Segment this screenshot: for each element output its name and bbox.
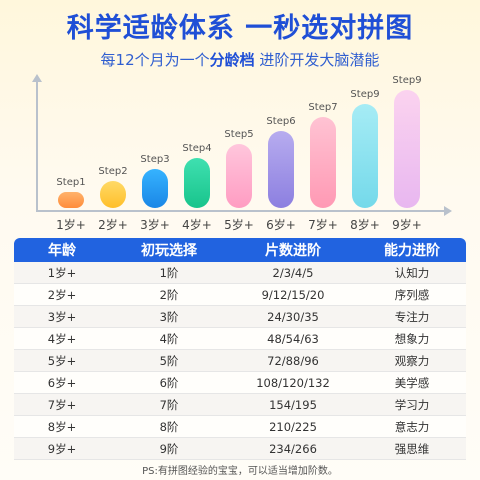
cell-age: 5岁+ [47, 353, 77, 368]
cell-piece-count: 9/12/15/20 [261, 287, 325, 302]
cell-ability: 学习力 [394, 397, 430, 412]
table-row: 3岁+ 3阶 24/30/35 专注力 [14, 306, 466, 328]
chart-y-axis [32, 74, 42, 212]
cell-ability: 序列感 [394, 287, 430, 302]
cell-first-choice: 2阶 [159, 287, 179, 302]
cell-age: 9岁+ [47, 441, 77, 456]
cell-first-choice: 1阶 [159, 265, 179, 280]
step-bar [184, 157, 210, 208]
cell-first-choice: 9阶 [159, 441, 179, 456]
age-axis-label: 6岁+ [266, 218, 296, 232]
cell-age: 3岁+ [47, 309, 77, 324]
age-axis-label: 5岁+ [224, 218, 254, 232]
footer-note: PS:有拼图经验的宝宝，可以适当增加阶数。 [142, 466, 338, 477]
header-first-choice: 初玩选择 [141, 243, 197, 259]
cell-age: 6岁+ [47, 375, 77, 390]
header-age: 年龄 [48, 243, 76, 259]
subtitle-prefix: 每12个月为一个 [100, 51, 210, 69]
cell-ability: 认知力 [394, 265, 430, 280]
table-row: 5岁+ 5阶 72/88/96 观察力 [14, 350, 466, 372]
cell-ability: 意志力 [394, 419, 430, 434]
step-label: Step4 [182, 142, 212, 154]
cell-piece-count: 2/3/4/5 [272, 265, 314, 280]
step-bar [226, 144, 252, 208]
cell-piece-count: 48/54/63 [267, 331, 319, 346]
table-row: 2岁+ 2阶 9/12/15/20 序列感 [14, 284, 466, 306]
cell-piece-count: 234/266 [269, 441, 317, 456]
table-row: 4岁+ 4阶 48/54/63 想象力 [14, 328, 466, 350]
table-row: 6岁+ 6阶 108/120/132 美学感 [14, 372, 466, 394]
cell-first-choice: 6阶 [159, 375, 179, 390]
cell-age: 4岁+ [47, 331, 77, 346]
cell-age: 2岁+ [47, 287, 77, 302]
cell-first-choice: 7阶 [159, 397, 179, 412]
page-subtitle: 每12个月为一个分龄档 进阶开发大脑潜能 [0, 49, 480, 70]
cell-age: 7岁+ [47, 397, 77, 412]
step-bar [394, 90, 420, 208]
cell-age: 1岁+ [47, 265, 77, 280]
cell-first-choice: 3阶 [159, 309, 179, 324]
age-axis-label: 2岁+ [98, 218, 128, 232]
cell-piece-count: 72/88/96 [267, 353, 319, 368]
step-label: Step9 [392, 75, 422, 86]
age-axis-label: 1岁+ [56, 218, 86, 232]
step-label: Step9 [350, 88, 380, 100]
step-label: Step2 [98, 165, 128, 177]
cell-first-choice: 5阶 [159, 353, 179, 368]
table-row: 7岁+ 7阶 154/195 学习力 [14, 394, 466, 416]
cell-ability: 专注力 [394, 309, 430, 324]
cell-first-choice: 4阶 [159, 331, 179, 346]
cell-first-choice: 8阶 [159, 419, 179, 434]
cell-ability: 美学感 [394, 375, 430, 390]
age-axis-label: 4岁+ [182, 218, 212, 232]
cell-ability: 观察力 [394, 353, 430, 368]
cell-piece-count: 154/195 [269, 397, 317, 412]
step-bar [100, 180, 126, 208]
header-ability: 能力进阶 [384, 243, 440, 259]
header-piece-count: 片数进阶 [265, 243, 321, 259]
age-table: 1岁+ 1阶 2/3/4/5 认知力 2岁+ 2阶 9/12/15/20 序列感 3岁+ 3阶 24… [14, 262, 466, 460]
table-row: 8岁+ 8阶 210/225 意志力 [14, 416, 466, 438]
age-axis-label: 3岁+ [140, 218, 170, 232]
age-axis-label: 8岁+ [350, 218, 380, 232]
step-bar [352, 103, 378, 208]
step-label: Step3 [140, 154, 170, 165]
cell-age: 8岁+ [47, 419, 77, 434]
table-header: 年龄 初玩选择 片数进阶 能力进阶 [14, 238, 466, 262]
page-title: 科学适龄体系 一秒选对拼图 [66, 13, 414, 44]
step-label: Step6 [266, 115, 296, 127]
step-label: Step1 [56, 177, 86, 188]
step-label: Step7 [308, 102, 338, 113]
step-bar [310, 117, 336, 208]
age-axis-label: 7岁+ [308, 218, 338, 232]
subtitle-suffix: 进阶开发大脑潜能 [254, 51, 380, 69]
cell-ability: 强思维 [394, 441, 430, 456]
subtitle-highlight: 分龄档 [209, 51, 255, 69]
step-bar [268, 130, 294, 208]
table-row: 9岁+ 9阶 234/266 强思维 [14, 438, 466, 460]
step-bar [58, 192, 84, 208]
age-axis-label: 9岁+ [392, 218, 422, 232]
cell-ability: 想象力 [394, 331, 430, 346]
cell-piece-count: 24/30/35 [267, 309, 319, 324]
table-row: 1岁+ 1阶 2/3/4/5 认知力 [14, 262, 466, 284]
step-bar [142, 169, 168, 208]
step-label: Step5 [224, 129, 254, 140]
cell-piece-count: 108/120/132 [256, 375, 330, 390]
chart-x-axis [36, 206, 452, 216]
cell-piece-count: 210/225 [269, 419, 317, 434]
